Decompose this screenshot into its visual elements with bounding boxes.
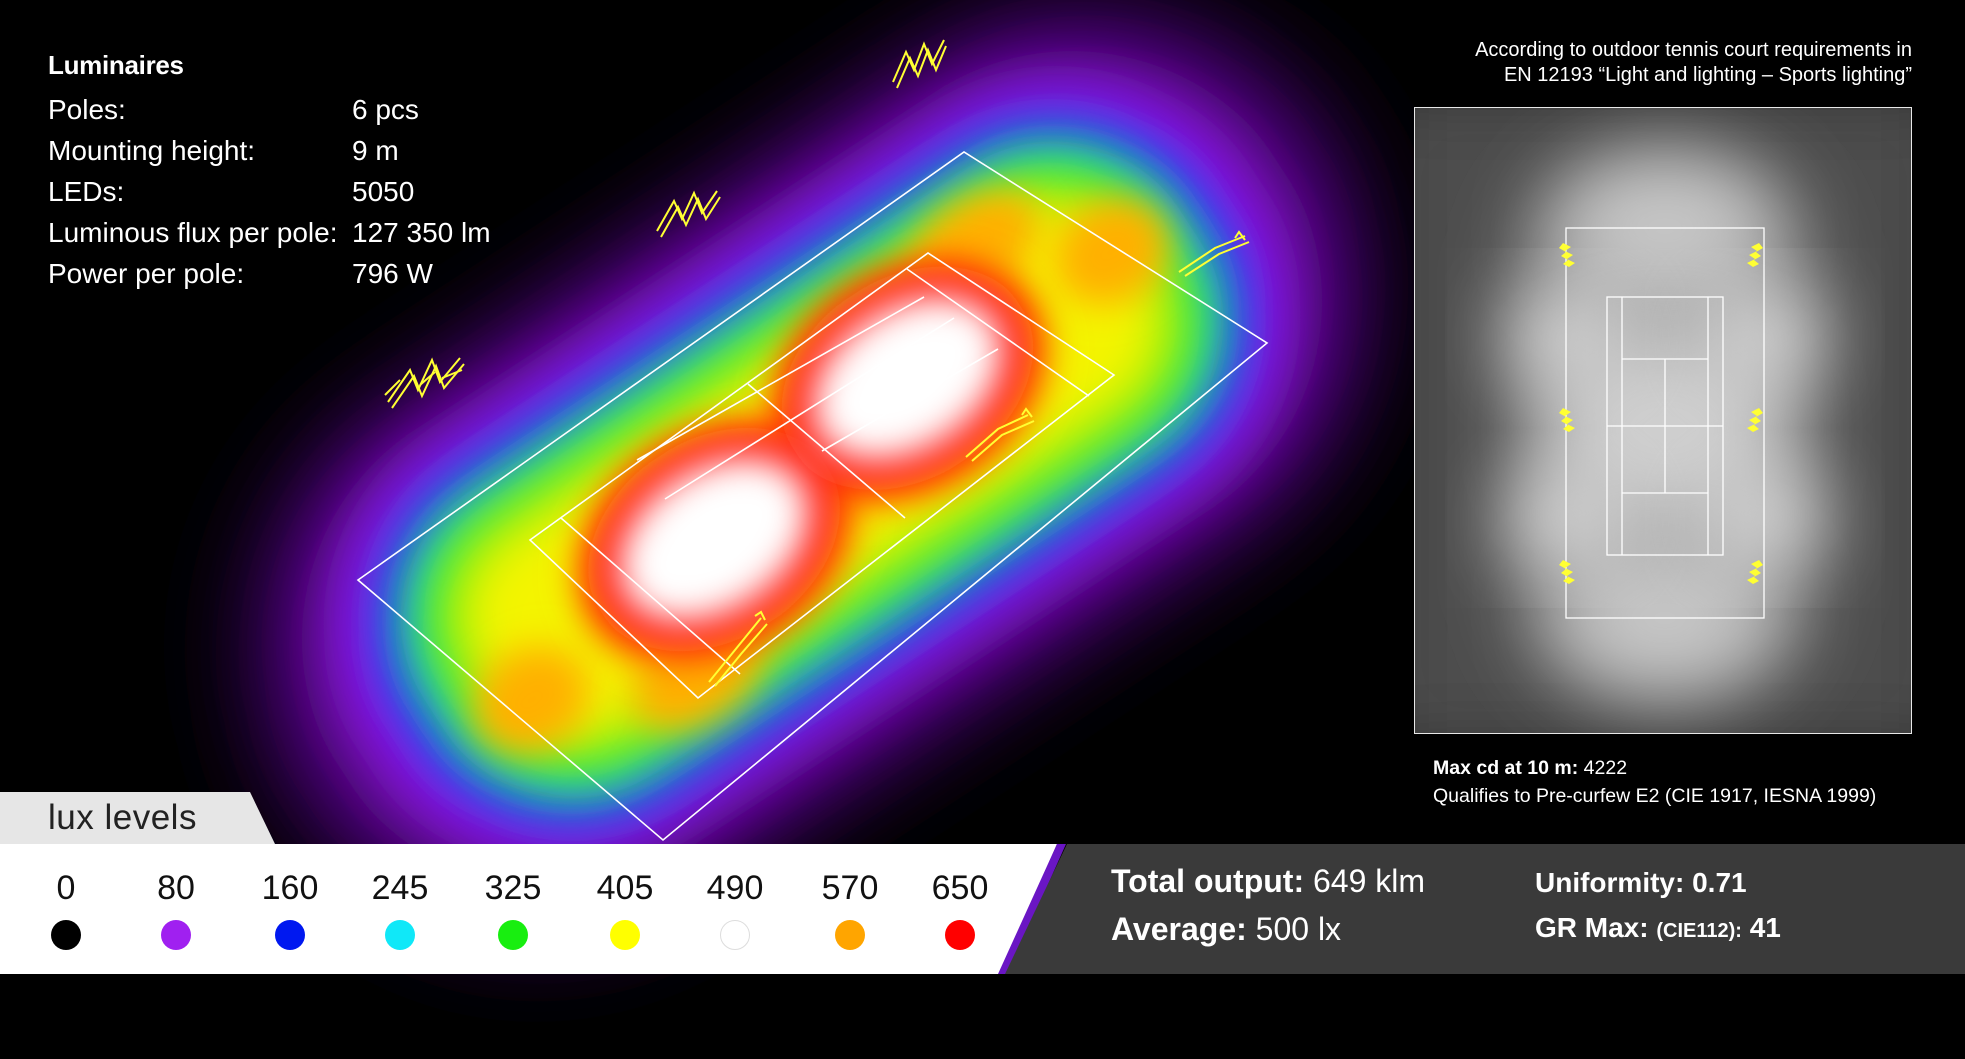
luminaire-icon [1178,230,1250,277]
legend-tab: lux levels [0,792,275,844]
legend-swatch [51,920,81,950]
luminaire-icon [656,190,721,238]
total-output: Total output: 649 klm [1111,863,1425,900]
luminaire-icon [965,407,1035,462]
top-view-preview [1414,107,1912,734]
average-label: Average: [1111,911,1247,947]
legend-value: 405 [596,869,654,907]
preview-caption: Max cd at 10 m: 4222 Qualifies to Pre-cu… [1433,754,1876,810]
uniformity-label: Uniformity: [1535,867,1685,898]
legend-swatch [835,920,865,950]
legend-swatch [610,920,640,950]
legend-swatch [275,920,305,950]
legend-value: 570 [821,869,879,907]
legend-swatch [498,920,528,950]
luminaires-info: Luminaires Poles: 6 pcs Mounting height:… [48,50,491,294]
legend-swatch [385,920,415,950]
info-label: Poles: [48,93,126,125]
max-cd-value: 4222 [1583,757,1628,779]
legend-value: 650 [931,869,989,907]
info-value: 6 pcs [352,93,419,125]
uniformity: Uniformity: 0.71 [1535,867,1747,899]
luminaires-title: Luminaires [48,50,184,80]
info-value: 127 350 lm [352,216,491,248]
legend-value: 490 [706,869,764,907]
info-value: 5050 [352,175,415,207]
info-label: Mounting height: [48,134,256,166]
legend-value: 325 [484,869,542,907]
total-output-value: 649 klm [1313,863,1426,899]
luminaire-icon [384,357,465,409]
info-label: Luminous flux per pole: [48,216,338,248]
legend-swatch [945,920,975,950]
standard-note-line2: EN 12193 “Light and lighting – Sports li… [1503,64,1912,86]
qualifies-text: Qualifies to Pre-curfew E2 (CIE 1917, IE… [1433,785,1877,807]
stats-panel: Total output: 649 klm Average: 500 lx Un… [1005,844,1965,974]
legend-value: 160 [261,869,319,907]
legend-swatch [720,920,750,950]
average-value: 500 lx [1255,911,1342,947]
info-row-flux: Luminous flux per pole: 127 350 lm [48,212,491,253]
legend-value: 245 [371,869,429,907]
lux-legend: 0 80 160 245 325 405 490 570 650 [0,844,1057,974]
legend-value: 80 [157,869,195,907]
info-row-poles: Poles: 6 pcs [48,89,491,130]
info-row-power: Power per pole: 796 W [48,253,491,294]
gr-note: (CIE112): [1656,920,1742,942]
max-cd-label: Max cd at 10 m: [1433,757,1579,779]
total-output-label: Total output: [1111,863,1305,899]
legend-value: 0 [56,869,76,907]
tennis-court-lines [356,151,1269,842]
luminaire-icon [708,610,768,687]
luminaire-icon [892,39,947,89]
gr-label: GR Max: [1535,912,1649,943]
average: Average: 500 lx [1111,911,1341,948]
standard-note-line1: According to outdoor tennis court requir… [1475,39,1912,61]
gr-value: 41 [1749,912,1781,943]
max-cd-line: Max cd at 10 m: 4222 [1433,754,1876,782]
info-value: 796 W [352,257,433,289]
info-row-mounting-height: Mounting height: 9 m [48,130,491,171]
info-label: LEDs: [48,175,125,207]
legend-title: lux levels [48,798,197,837]
legend-swatch [161,920,191,950]
info-row-leds: LEDs: 5050 [48,171,491,212]
top-view-heatmap [1415,108,1911,733]
info-label: Power per pole: [48,257,245,289]
gr-max: GR Max: (CIE112): 41 [1535,912,1781,944]
info-value: 9 m [352,134,399,166]
uniformity-value: 0.71 [1692,867,1747,898]
standard-note: According to outdoor tennis court requir… [1475,38,1912,88]
